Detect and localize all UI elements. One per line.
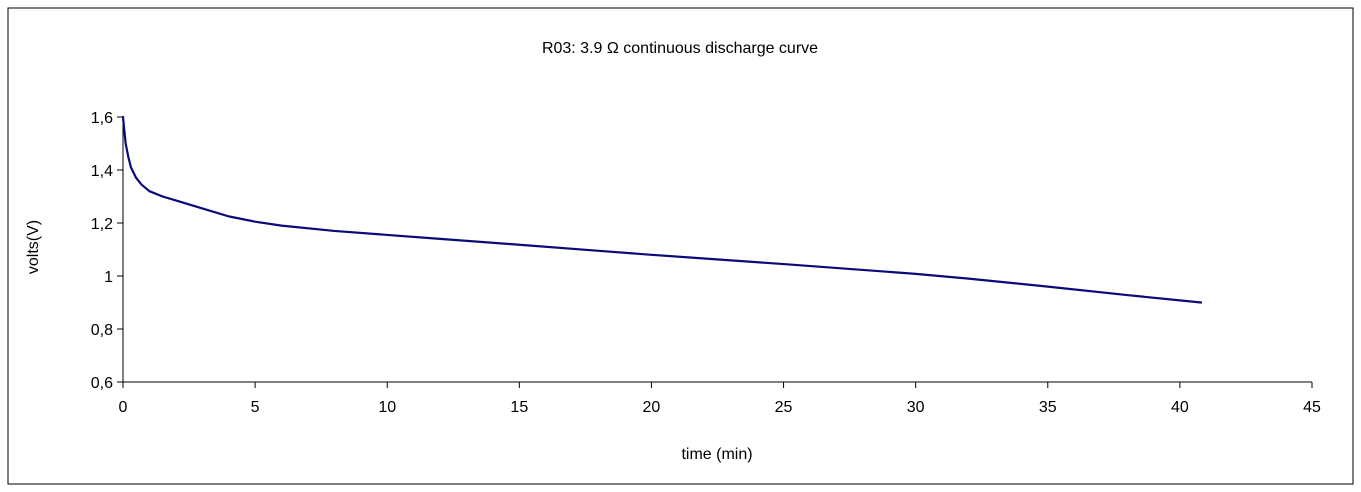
y-axis-title: volts(V) <box>25 220 42 274</box>
x-tick-label: 25 <box>775 399 793 416</box>
y-axis: 0,6 0,8 1 1,2 1,4 1,6 <box>91 110 124 392</box>
x-tick-label: 5 <box>251 399 260 416</box>
series-line <box>121 115 1203 304</box>
plot-area <box>121 115 1203 304</box>
x-axis-title: time (min) <box>681 446 752 463</box>
y-tick-label: 1 <box>104 269 113 286</box>
x-tick-label: 30 <box>907 399 925 416</box>
x-axis: 0 5 10 15 20 25 30 35 40 45 <box>119 381 1321 416</box>
x-tick-label: 15 <box>510 399 528 416</box>
chart-title: R03: 3.9 Ω continuous discharge curve <box>542 40 818 57</box>
y-tick-label: 0,8 <box>91 322 113 339</box>
x-tick-label: 45 <box>1303 399 1321 416</box>
chart-frame <box>7 7 1354 485</box>
y-tick-label: 0,6 <box>91 375 113 392</box>
x-tick-label: 35 <box>1039 399 1057 416</box>
y-tick-label: 1,4 <box>91 163 113 180</box>
x-tick-label: 0 <box>119 399 128 416</box>
x-tick-label: 40 <box>1171 399 1189 416</box>
y-tick-label: 1,6 <box>91 110 113 127</box>
x-tick-label: 20 <box>643 399 661 416</box>
x-tick-label: 10 <box>378 399 396 416</box>
y-tick-label: 1,2 <box>91 216 113 233</box>
